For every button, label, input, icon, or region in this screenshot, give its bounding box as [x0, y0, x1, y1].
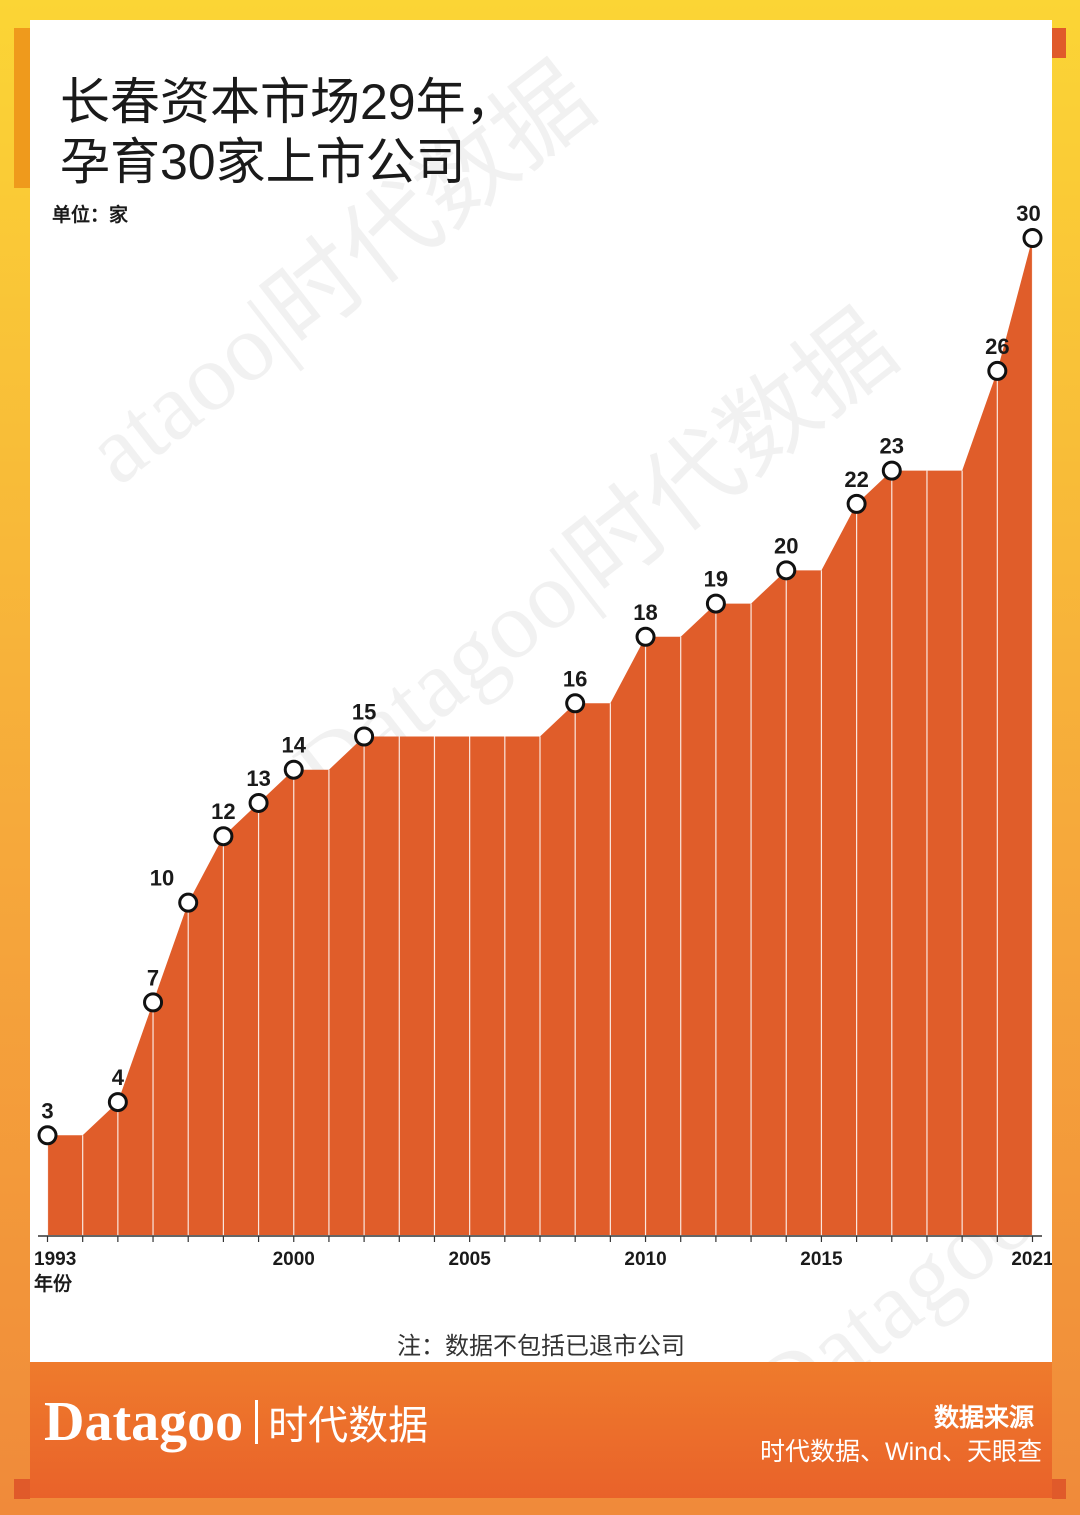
unit-label: 单位：家	[52, 205, 129, 226]
source-text: 时代数据、Wind、天眼查	[760, 1438, 1042, 1466]
left-accent-bar	[14, 28, 30, 188]
data-label: 20	[774, 533, 798, 558]
title-line-1: 长春资本市场29年，	[60, 74, 516, 130]
x-tick-label: 1993	[34, 1249, 76, 1270]
data-point	[213, 826, 234, 847]
brand-name-en: Datagoo	[44, 1391, 244, 1453]
data-label: 12	[211, 799, 235, 824]
x-tick-label: 2021	[1011, 1249, 1052, 1270]
bottom-left-accent	[14, 1479, 30, 1499]
x-axis-label: 年份	[34, 1272, 73, 1295]
area-chart: 1993 2000 2005 2010 2015 2021 年份 3 4 7 10 12 13 14 15 1…	[34, 201, 1052, 1295]
footnote: 注：数据不包括已退市公司	[397, 1333, 685, 1360]
data-label: 13	[246, 766, 270, 791]
data-point	[987, 360, 1008, 381]
data-point	[846, 493, 867, 514]
data-label: 18	[633, 600, 657, 625]
footer-banner: Datagoo 时代数据 数据来源 时代数据、Wind、天眼查	[30, 1362, 1052, 1498]
data-point	[178, 892, 199, 913]
x-tick-label: 2005	[449, 1249, 492, 1270]
data-point	[635, 626, 656, 647]
x-tick-label: 2010	[624, 1249, 666, 1270]
brand-logo: Datagoo 时代数据	[44, 1390, 428, 1454]
data-point	[248, 792, 269, 813]
source-title: 数据来源	[933, 1404, 1034, 1432]
data-point	[881, 460, 902, 481]
bottom-right-accent	[1052, 1479, 1066, 1499]
data-label: 23	[880, 434, 904, 459]
title-line-2: 孕育30家上市公司	[60, 134, 466, 190]
data-point	[705, 593, 726, 614]
data-label: 10	[150, 866, 174, 891]
data-label: 7	[147, 965, 159, 990]
data-point	[143, 992, 164, 1013]
data-point	[283, 759, 304, 780]
data-label: 19	[704, 567, 728, 592]
data-label: 15	[352, 700, 376, 725]
data-point	[107, 1092, 128, 1113]
data-label: 22	[844, 467, 868, 492]
brand-name-cn: 时代数据	[268, 1404, 429, 1448]
data-point	[565, 693, 586, 714]
x-tick-label: 2015	[800, 1249, 843, 1270]
data-label: 30	[1016, 201, 1040, 226]
data-point	[776, 560, 797, 581]
chart-title: 长春资本市场29年， 孕育30家上市公司	[60, 72, 516, 192]
data-point	[1022, 228, 1043, 248]
data-label: 26	[985, 334, 1009, 359]
data-label: 14	[282, 733, 307, 758]
chart-panel: ataoo|时代数据 Datagoo|时代数据 Datagoo 长春资本市场29…	[30, 20, 1052, 1362]
data-label: 16	[563, 666, 587, 691]
x-tick-label: 2000	[273, 1249, 315, 1270]
data-label: 3	[41, 1098, 53, 1123]
brand-divider	[255, 1400, 259, 1444]
right-accent-bar	[1052, 28, 1066, 58]
data-point	[37, 1125, 58, 1146]
data-label: 4	[112, 1065, 125, 1090]
data-point	[354, 726, 375, 747]
